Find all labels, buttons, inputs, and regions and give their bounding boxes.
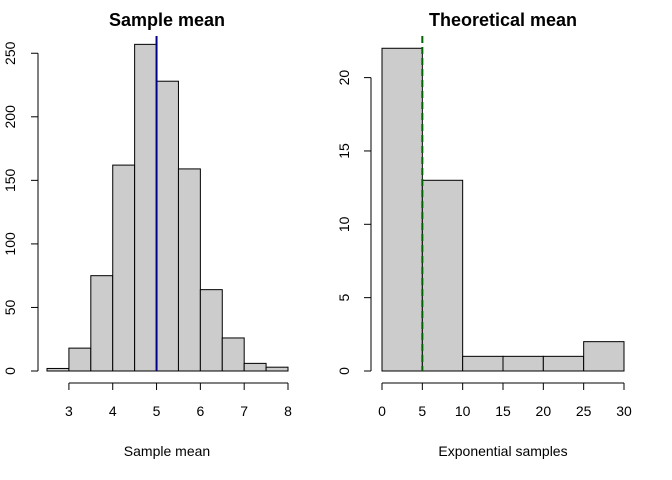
x-tick-label: 20 — [536, 403, 552, 419]
x-tick-label: 15 — [495, 403, 511, 419]
x-tick-label: 8 — [284, 403, 292, 419]
y-tick-label: 50 — [2, 299, 18, 315]
y-tick-label: 250 — [2, 41, 18, 65]
y-tick-label: 10 — [336, 216, 352, 232]
histogram-bar — [221, 337, 245, 372]
histogram-bar — [177, 168, 201, 372]
y-tick-label: 0 — [2, 367, 18, 375]
histogram-bar — [199, 289, 223, 372]
y-tick-label: 150 — [2, 168, 18, 192]
histogram-bar — [502, 355, 544, 372]
sample-mean-histogram: Sample mean Sample mean 3 4 5 6 7 8 0 50 100 150 2… — [2, 10, 292, 459]
x-tick-label: 30 — [616, 403, 632, 419]
x-axis-label: Sample mean — [124, 443, 210, 459]
y-tick-label: 200 — [2, 105, 18, 129]
y-tick-label: 0 — [336, 367, 352, 375]
y-tick-label: 15 — [336, 143, 352, 159]
x-axis-label: Exponential samples — [438, 443, 567, 459]
x-tick-label: 7 — [240, 403, 248, 419]
histogram-bar — [542, 355, 585, 372]
histogram-bar — [134, 43, 158, 372]
histogram-bar — [583, 341, 625, 372]
y-tick-label: 5 — [336, 294, 352, 302]
histogram-bar — [243, 362, 267, 372]
histogram-bar — [462, 355, 504, 372]
x-tick-label: 25 — [576, 403, 592, 419]
theoretical-mean-histogram: Theoretical mean Exponential samples 0 5 1… — [336, 10, 632, 459]
histogram-bar — [68, 347, 92, 372]
histogram-bar — [90, 275, 114, 372]
x-tick-label: 0 — [378, 403, 386, 419]
x-tick-label: 6 — [196, 403, 204, 419]
histogram-bar — [112, 164, 136, 372]
histogram-bar — [46, 367, 70, 372]
x-tick-label: 3 — [65, 403, 73, 419]
y-tick-label: 100 — [2, 232, 18, 256]
x-tick-label: 4 — [109, 403, 117, 419]
chart-title: Sample mean — [109, 10, 225, 30]
histogram-bar — [421, 179, 464, 372]
x-tick-label: 10 — [455, 403, 471, 419]
x-tick-label: 5 — [418, 403, 426, 419]
y-tick-label: 20 — [336, 70, 352, 86]
x-tick-label: 5 — [153, 403, 161, 419]
histogram-bar — [156, 80, 179, 372]
histogram-bar — [265, 366, 289, 372]
chart-title: Theoretical mean — [429, 10, 577, 30]
histogram-bar — [381, 47, 423, 372]
